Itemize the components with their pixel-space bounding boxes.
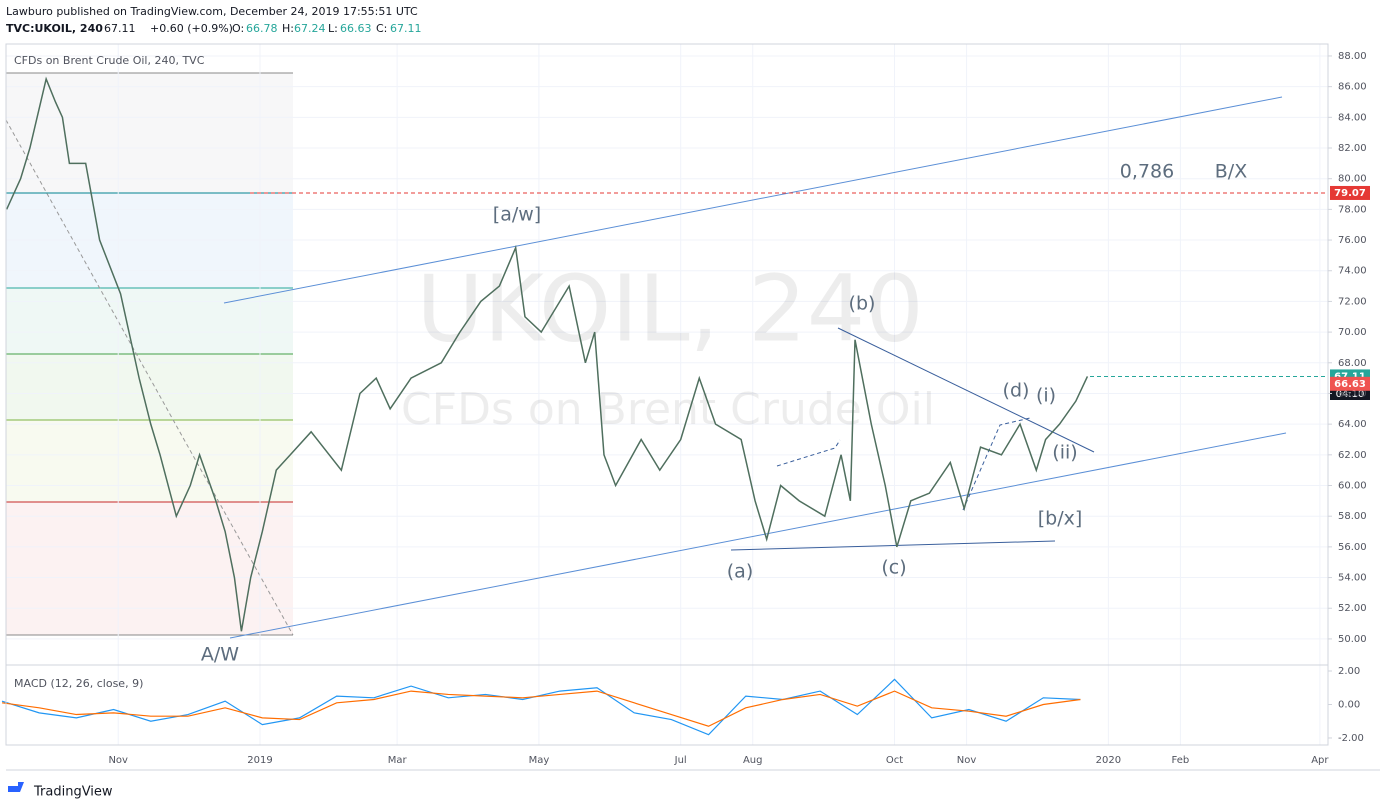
watermark-sub: CFDs on Brent Crude Oil — [401, 384, 935, 435]
x-tick-label: Oct — [886, 755, 903, 766]
h: 67.24 — [294, 22, 326, 35]
symbol: TVC:UKOIL, 240 — [6, 22, 103, 35]
y-tick-label: 70.00 — [1338, 327, 1367, 338]
countdown: 04:10 — [1336, 389, 1365, 400]
y-tick-label: 78.00 — [1338, 204, 1367, 215]
grid — [6, 44, 1328, 745]
series-line — [1, 678, 1081, 736]
last: 67.11 — [104, 22, 136, 35]
brand-logo — [8, 782, 24, 792]
y-tick-label: 86.00 — [1338, 82, 1367, 93]
wave-label: (c) — [881, 557, 906, 579]
l: 66.63 — [340, 22, 372, 35]
wave-label: (i) — [1036, 385, 1056, 407]
x-tick-label: May — [529, 755, 550, 766]
o-label: O: — [232, 22, 244, 35]
wave-label: (d) — [1003, 380, 1030, 402]
y-tick-label: 0.00 — [1338, 699, 1360, 710]
trend-lines — [223, 96, 1287, 639]
wave-label: [a/w] — [493, 204, 541, 226]
x-tick-label: Aug — [743, 755, 763, 766]
c: 67.11 — [390, 22, 422, 35]
y-tick-label: 76.00 — [1338, 235, 1367, 246]
x-tick-label: Nov — [957, 755, 977, 766]
wave-label: (a) — [727, 561, 753, 583]
price-tag-label: 66.63 — [1334, 379, 1366, 390]
fib-label: 0,786 — [1120, 161, 1174, 183]
x-tick-label: Nov — [108, 755, 128, 766]
x-tick-label: Mar — [388, 755, 408, 766]
x-tick-label: Apr — [1311, 755, 1329, 766]
y-tick-label: 88.00 — [1338, 51, 1367, 62]
series-line — [1, 690, 1081, 727]
watermark: UKOIL, 240 — [416, 255, 924, 362]
y-tick-label: 52.00 — [1338, 603, 1367, 614]
c-label: C: — [376, 22, 387, 35]
x-tick-label: Jul — [674, 755, 687, 766]
y-tick-label: 62.00 — [1338, 450, 1367, 461]
price-tag — [1330, 185, 1370, 200]
legend: CFDs on Brent Crude Oil, 240, TVC — [14, 54, 205, 67]
y-tick-label: 2.00 — [1338, 666, 1360, 677]
x-tick-label: 2020 — [1096, 755, 1121, 766]
y-tick-label: 56.00 — [1338, 542, 1367, 553]
l-label: L: — [328, 22, 338, 35]
price-tag-label: 79.07 — [1334, 188, 1366, 199]
y-tick-label: 64.00 — [1338, 419, 1367, 430]
y-tick-label: 66.00 — [1338, 388, 1367, 399]
y-tick-label: 50.00 — [1338, 634, 1367, 645]
x-tick-label: 2019 — [247, 755, 272, 766]
o: 66.78 — [246, 22, 278, 35]
publisher: Lawburo published on TradingView.com, De… — [6, 5, 418, 18]
y-tick-label: 68.00 — [1338, 358, 1367, 369]
y-tick-label: 54.00 — [1338, 573, 1367, 584]
wave-label: A/W — [201, 644, 239, 666]
h-label: H: — [282, 22, 294, 35]
fib-zones — [5, 72, 294, 636]
wave-label: (ii) — [1052, 442, 1077, 464]
y-tick-label: 80.00 — [1338, 174, 1367, 185]
y-tick-label: 82.00 — [1338, 143, 1367, 154]
plot — [1, 76, 1328, 736]
change: +0.60 (+0.9%) — [150, 22, 233, 35]
macd-title: MACD (12, 26, close, 9) — [14, 677, 143, 690]
x-tick-label: Feb — [1172, 755, 1190, 766]
y-tick-label: 60.00 — [1338, 481, 1367, 492]
wave-label: (b) — [849, 293, 876, 315]
y-tick-label: 74.00 — [1338, 266, 1367, 277]
brand[interactable]: TradingView — [33, 785, 113, 800]
y-tick-label: 72.00 — [1338, 296, 1367, 307]
frame — [5, 43, 1380, 771]
wave-label: [b/x] — [1038, 508, 1083, 530]
y-tick-label: -2.00 — [1338, 733, 1364, 744]
wave-label: B/X — [1215, 161, 1247, 183]
y-tick-label: 58.00 — [1338, 511, 1367, 522]
series-line — [5, 76, 1089, 632]
y-tick-label: 84.00 — [1338, 112, 1367, 123]
price-tag — [1330, 376, 1370, 391]
